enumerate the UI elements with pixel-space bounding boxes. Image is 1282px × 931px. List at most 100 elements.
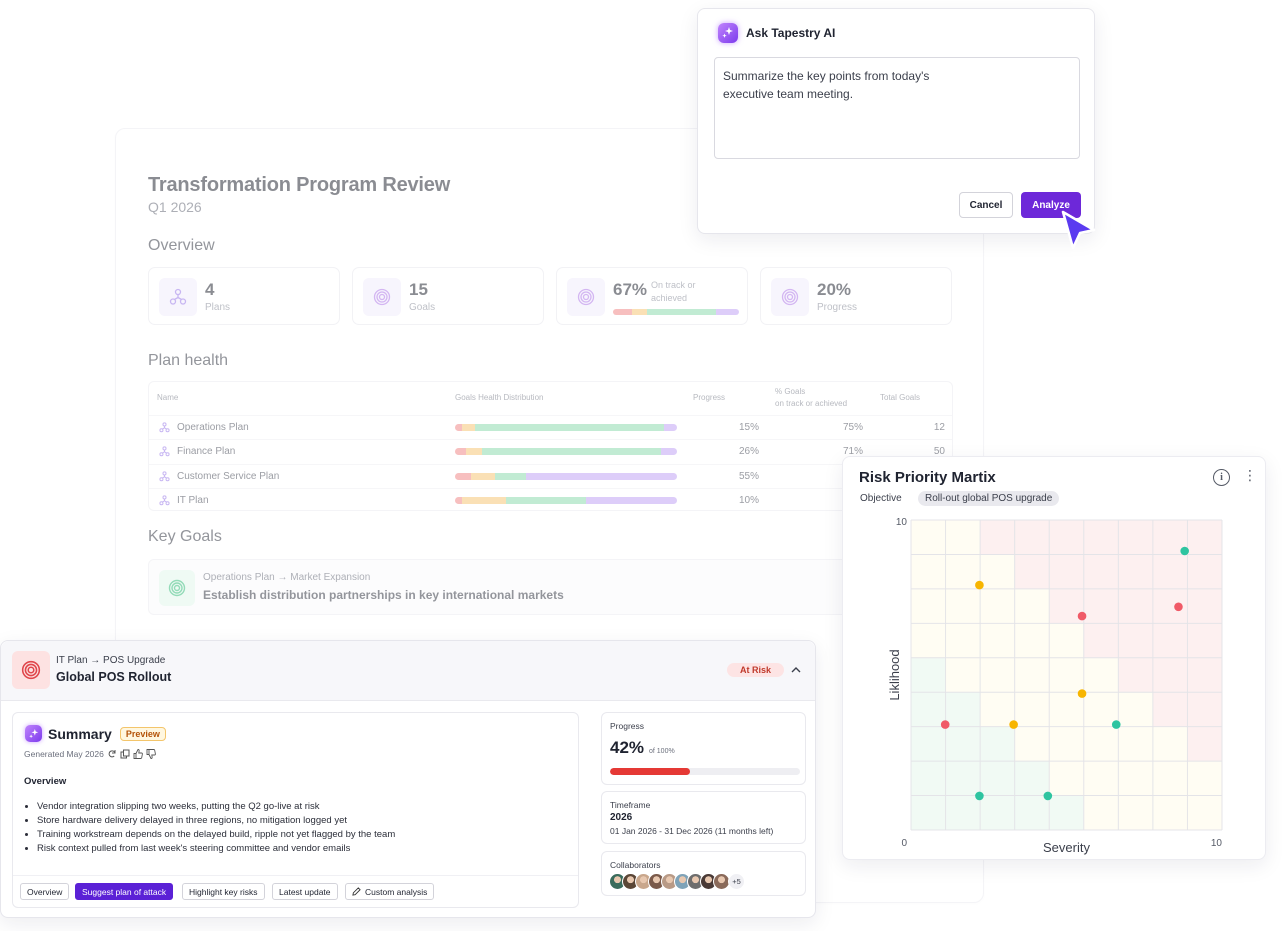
kpi-value: 15 — [409, 280, 428, 299]
col-progress: Progress — [693, 393, 726, 402]
plan-pct-on-track: 71% — [842, 446, 863, 458]
report-subtitle: Q1 2026 — [148, 199, 202, 215]
kpi-on-track[interactable]: 67% On track or achieved — [556, 267, 748, 325]
goal-breadcrumb: IT Plan → POS Upgrade — [56, 655, 166, 666]
matrix-cell — [1118, 726, 1153, 762]
risk-matrix-chart: 10 0 10 Severity Liklihood — [887, 517, 1223, 855]
matrix-cell — [1118, 761, 1153, 796]
goal-header[interactable]: IT Plan → POS Upgrade Global POS Rollout… — [1, 641, 815, 701]
analyze-button[interactable]: Analyze — [1021, 192, 1081, 218]
matrix-cell — [1152, 795, 1188, 830]
collaborators-card: Collaborators +5 — [601, 851, 806, 896]
overview-chip[interactable]: Overview — [20, 883, 70, 900]
col-distribution: Goals Health Distribution — [455, 393, 544, 402]
distribution-segment — [716, 309, 739, 315]
kpi-plans[interactable]: 4 Plans — [148, 267, 340, 325]
matrix-cell — [1187, 588, 1222, 624]
custom-analysis-chip[interactable]: Custom analysis — [345, 883, 435, 900]
data-point — [975, 791, 984, 801]
report-title: Transformation Program Review — [148, 174, 451, 196]
matrix-cell — [1152, 692, 1188, 727]
progress-bar-fill — [610, 768, 690, 775]
ask-ai-prompt-input[interactable] — [714, 57, 1080, 159]
distribution-segment — [455, 496, 462, 504]
more-collaborators-count[interactable]: +5 — [728, 873, 745, 890]
progress-value: 42% — [610, 738, 645, 757]
matrix-cell — [1118, 692, 1153, 727]
thumbs-down-icon[interactable] — [146, 749, 156, 759]
suggest-plan-chip[interactable]: Suggest plan of attack — [75, 883, 174, 900]
timeframe-range: 01 Jan 2026 - 31 Dec 2026 (11 months lef… — [610, 826, 774, 836]
col-name: Name — [157, 393, 179, 402]
matrix-cell — [945, 657, 981, 693]
avatar-stack[interactable]: +5 — [609, 873, 745, 890]
overview-heading: Overview — [148, 237, 215, 254]
matrix-cell — [945, 726, 981, 762]
plans-icon — [159, 422, 170, 433]
y-tick-label: 10 — [896, 517, 908, 528]
matrix-cell — [945, 520, 981, 555]
matrix-cell — [1118, 795, 1153, 830]
refresh-icon[interactable] — [107, 749, 117, 759]
matrix-cell — [945, 761, 981, 796]
matrix-cell — [980, 726, 1015, 762]
highlight-risks-chip[interactable]: Highlight key risks — [182, 883, 265, 900]
health-distribution-bar — [455, 472, 677, 480]
key-goal-card[interactable]: Operations Plan → Market Expansion Estab… — [148, 559, 908, 615]
data-point — [1111, 720, 1121, 729]
matrix-cell — [1014, 657, 1050, 693]
table-row[interactable]: IT Plan 10% — [149, 487, 952, 512]
preview-badge: Preview — [119, 726, 166, 741]
data-point — [975, 580, 984, 590]
matrix-cell — [1083, 795, 1119, 830]
plan-progress: 10% — [738, 494, 759, 506]
matrix-cell — [1014, 588, 1050, 624]
plan-name: IT Plan — [177, 494, 209, 506]
matrix-cell — [1049, 657, 1084, 693]
info-icon[interactable]: i — [1213, 469, 1230, 486]
cancel-button[interactable]: Cancel — [959, 192, 1013, 218]
latest-update-chip[interactable]: Latest update — [272, 883, 338, 900]
matrix-cell — [911, 520, 946, 555]
matrix-cell — [980, 588, 1015, 624]
copy-icon[interactable] — [120, 749, 130, 759]
health-distribution-bar — [455, 448, 677, 456]
thumbs-up-icon[interactable] — [133, 749, 143, 759]
x-tick-label: 10 — [1211, 838, 1223, 849]
ask-ai-title: Ask Tapestry AI — [746, 26, 836, 40]
matrix-cell — [1152, 657, 1188, 693]
timeframe-card: Timeframe 2026 01 Jan 2026 - 31 Dec 2026… — [601, 791, 806, 844]
data-point — [1174, 602, 1183, 612]
matrix-cell — [1014, 795, 1050, 830]
cursor-pointer-icon — [1061, 210, 1096, 250]
generated-info: Generated May 2026 — [24, 749, 156, 759]
matrix-cell — [1152, 761, 1188, 796]
matrix-cell — [945, 692, 981, 727]
chevron-up-icon[interactable] — [790, 664, 802, 676]
kpi-progress[interactable]: 20% Progress — [760, 267, 952, 325]
matrix-cell — [1049, 623, 1084, 658]
table-row[interactable]: Finance Plan 26% 71% 50 — [149, 439, 952, 463]
target-icon — [12, 651, 50, 689]
pencil-icon — [352, 887, 361, 896]
table-row[interactable]: Operations Plan 15% 75% 12 — [149, 415, 952, 439]
matrix-cell — [911, 761, 946, 796]
table-row[interactable]: Customer Service Plan 55% — [149, 463, 952, 488]
objective-chip[interactable]: Roll-out global POS upgrade — [918, 491, 1060, 506]
distribution-segment — [474, 424, 664, 431]
plan-name: Finance Plan — [177, 446, 236, 458]
more-vertical-icon[interactable]: ⋮ — [1243, 467, 1257, 483]
matrix-cell — [1083, 761, 1119, 796]
summary-actions: Overview Suggest plan of attack Highligh… — [13, 875, 578, 907]
kpi-value: 67% — [613, 280, 648, 299]
distribution-segment — [613, 309, 632, 315]
matrix-cell — [1083, 588, 1119, 624]
plan-pct-on-track: 75% — [842, 422, 863, 433]
kpi-goals[interactable]: 15 Goals — [352, 267, 544, 325]
matrix-cell — [1187, 520, 1222, 555]
custom-analysis-label: Custom analysis — [365, 886, 428, 897]
kpi-label: Plans — [205, 302, 231, 313]
key-goal-breadcrumb: Operations Plan → Market Expansion — [203, 572, 371, 583]
target-icon — [771, 278, 809, 316]
progress-bar — [610, 768, 800, 775]
